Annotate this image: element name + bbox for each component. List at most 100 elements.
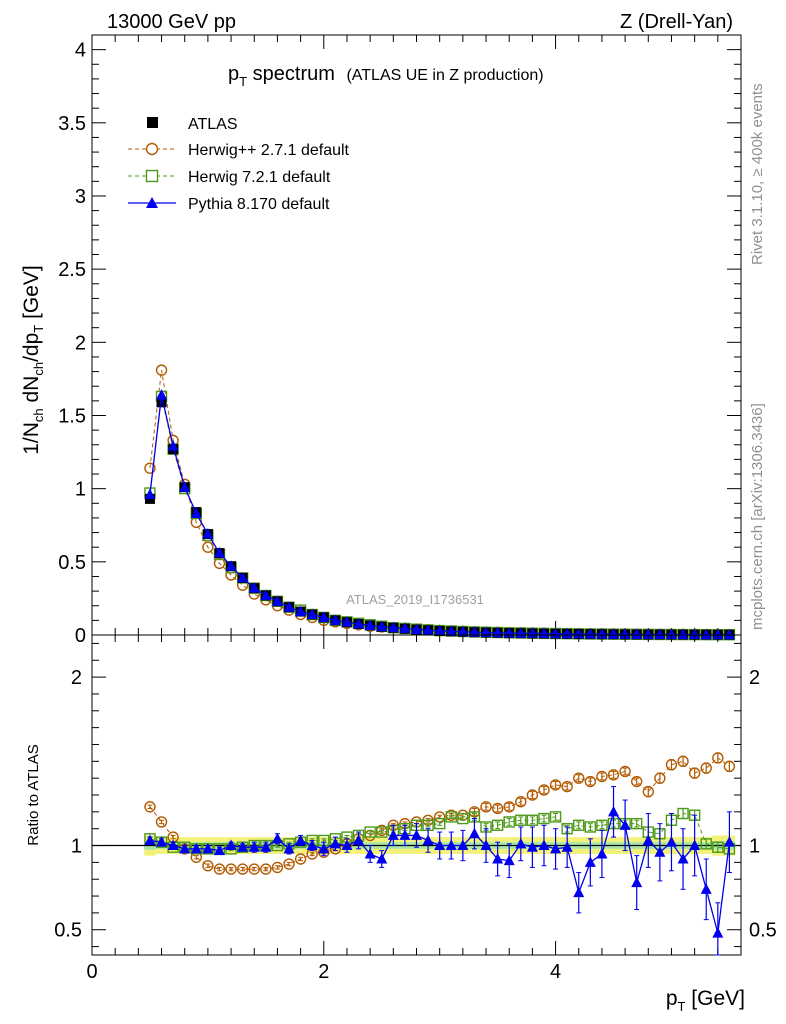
- ratio-point-pythia-8-170-default: [503, 854, 515, 866]
- ratio-ytick-label-right: 1: [749, 836, 760, 858]
- main-title-note: (ATLAS UE in Z production): [346, 67, 543, 84]
- main-title: pT spectrum (ATLAS UE in Z production): [228, 63, 544, 89]
- ratio-xticks: 0 2 4: [86, 635, 742, 983]
- main-point-pythia-8-170-default: [700, 628, 712, 640]
- ratio-point-herwig-2-7-1-default: [561, 780, 573, 793]
- ratio-point-herwig-7-2-1-default: [712, 841, 724, 853]
- ratio-point-pythia-8-170-default: [515, 837, 527, 849]
- ratio-point-pythia-8-170-default: [619, 819, 631, 830]
- main-point-atlas: [156, 397, 167, 408]
- ratio-point-herwig-2-7-1-default: [213, 863, 226, 875]
- ratio-point-herwig-2-7-1-default: [526, 789, 539, 801]
- ratio-point-herwig-2-7-1-default: [283, 858, 295, 870]
- ratio-point-pythia-8-170-default: [318, 842, 330, 854]
- ratio-line-pythia-8-170-default: [149, 810, 731, 934]
- ratio-point-pythia-8-170-default: [526, 841, 538, 852]
- main-point-pythia-8-170-default: [631, 628, 643, 639]
- ratio-point-pythia-8-170-default: [608, 805, 620, 817]
- main-point-pythia-8-170-default: [190, 507, 202, 519]
- ratio-ytick-label: 2: [71, 667, 82, 689]
- ratio-point-herwig-2-7-1-default: [584, 775, 597, 788]
- ratio-point-herwig-7-2-1-default: [538, 812, 550, 825]
- ratio-point-herwig-7-2-1-default: [584, 821, 597, 833]
- main-point-herwig-2-7-1-default: [155, 364, 168, 376]
- ratio-point-pythia-8-170-default: [248, 841, 260, 852]
- main-point-pythia-8-170-default: [167, 440, 179, 451]
- ratio-point-pythia-8-170-default: [677, 853, 689, 864]
- ratio-point-herwig-2-7-1-default: [538, 784, 550, 796]
- legend-herwig7-marker: [145, 169, 159, 183]
- main-point-pythia-8-170-default: [376, 620, 388, 632]
- ratio-point-herwig-2-7-1-default: [144, 801, 156, 813]
- ylabel-e: /dp: [20, 333, 43, 362]
- main-point-pythia-8-170-default: [260, 589, 272, 600]
- ratio-point-pythia-8-170-default: [468, 827, 480, 839]
- ratio-point-pythia-8-170-default: [689, 839, 701, 851]
- main-point-pythia-8-170-default: [434, 624, 446, 636]
- ratio-point-pythia-8-170-default: [596, 847, 608, 859]
- ratio-point-pythia-8-170-default: [665, 836, 677, 847]
- ratio-point-pythia-8-170-default: [179, 842, 191, 854]
- ratio-frame: [91, 634, 742, 956]
- xlabel: pT [GeV]: [666, 987, 745, 1014]
- ratio-point-pythia-8-170-default: [434, 839, 446, 851]
- header-right: Z (Drell-Yan): [620, 11, 733, 33]
- main-point-pythia-8-170-default: [283, 601, 295, 612]
- ratio-point-herwig-7-2-1-default: [515, 814, 527, 826]
- main-point-pythia-8-170-default: [584, 628, 596, 639]
- analysis-id: ATLAS_2019_I1736531: [346, 592, 484, 607]
- main-ytick-label: 1.5: [58, 405, 86, 427]
- ratio-point-herwig-2-7-1-default: [155, 816, 168, 828]
- ratio-point-herwig-2-7-1-default: [202, 860, 214, 872]
- xlabel-p: p: [666, 987, 678, 1010]
- main-title-sub: T: [239, 74, 247, 89]
- ratio-point-herwig-2-7-1-default: [491, 802, 504, 815]
- mcplots-label: mcplots.cern.ch [arXiv:1306.3436]: [749, 403, 766, 630]
- main-point-pythia-8-170-default: [642, 628, 654, 639]
- ratio-point-herwig-2-7-1-default: [480, 801, 492, 813]
- main-point-pythia-8-170-default: [156, 389, 168, 400]
- ratio-point-pythia-8-170-default: [642, 834, 654, 845]
- ratio-point-herwig-7-2-1-default: [445, 811, 457, 823]
- main-point-pythia-8-170-default: [723, 628, 735, 640]
- main-ytick-label: 2.5: [58, 259, 86, 281]
- ratio-xtick-label: 2: [318, 961, 329, 983]
- ratio-point-herwig-2-7-1-default: [677, 755, 689, 768]
- ratio-panel: 0.5 0.5 1 1 2 2 0 2 4 Ratio to ATLAS pT [GeV]: [25, 634, 777, 1014]
- main-point-pythia-8-170-default: [341, 616, 353, 627]
- ratio-point-herwig-7-2-1-default: [630, 817, 643, 830]
- ratio-point-pythia-8-170-default: [654, 846, 666, 857]
- main-point-pythia-8-170-default: [712, 628, 724, 640]
- ratio-point-herwig-2-7-1-default: [712, 752, 724, 764]
- main-ytick-label: 0.5: [58, 552, 86, 574]
- ratio-series-pythia-8-170-default: [144, 786, 735, 956]
- ratio-point-herwig-7-2-1-default: [491, 819, 504, 832]
- ratio-point-pythia-8-170-default: [225, 839, 237, 851]
- main-point-pythia-8-170-default: [179, 481, 191, 492]
- ratio-point-pythia-8-170-default: [399, 829, 411, 840]
- ratio-point-herwig-2-7-1-default: [654, 772, 666, 784]
- ratio-point-pythia-8-170-default: [283, 842, 295, 854]
- ratio-point-pythia-8-170-default: [353, 834, 365, 845]
- main-panel: 00.511.522.533.54 pT spectrum (ATLAS UE …: [20, 34, 742, 647]
- ylabel-b: ch: [31, 408, 46, 422]
- ratio-point-herwig-2-7-1-default: [248, 863, 260, 875]
- main-point-pythia-8-170-default: [144, 488, 156, 500]
- main-point-pythia-8-170-default: [306, 608, 318, 620]
- legend: ATLAS Herwig++ 2.7.1 default Herwig 7.2.…: [128, 116, 350, 213]
- ratio-point-herwig-2-7-1-default: [688, 767, 701, 779]
- ratio-ylabel: Ratio to ATLAS: [25, 744, 42, 845]
- ylabel-f: T: [31, 325, 46, 333]
- ratio-point-pythia-8-170-default: [573, 886, 585, 898]
- rivet-label: Rivet 3.1.10, ≥ 400k events: [749, 83, 766, 265]
- ratio-point-herwig-7-2-1-default: [700, 838, 712, 850]
- main-point-pythia-8-170-default: [689, 628, 701, 640]
- ratio-point-herwig-2-7-1-default: [642, 785, 654, 798]
- main-point-pythia-8-170-default: [271, 595, 283, 606]
- ratio-point-pythia-8-170-default: [295, 834, 307, 845]
- main-point-pythia-8-170-default: [654, 628, 666, 640]
- main-point-pythia-8-170-default: [225, 560, 237, 571]
- ylabel-a: 1/N: [20, 422, 43, 455]
- ratio-point-pythia-8-170-default: [156, 836, 168, 847]
- ylabel-g: [GeV]: [20, 265, 43, 325]
